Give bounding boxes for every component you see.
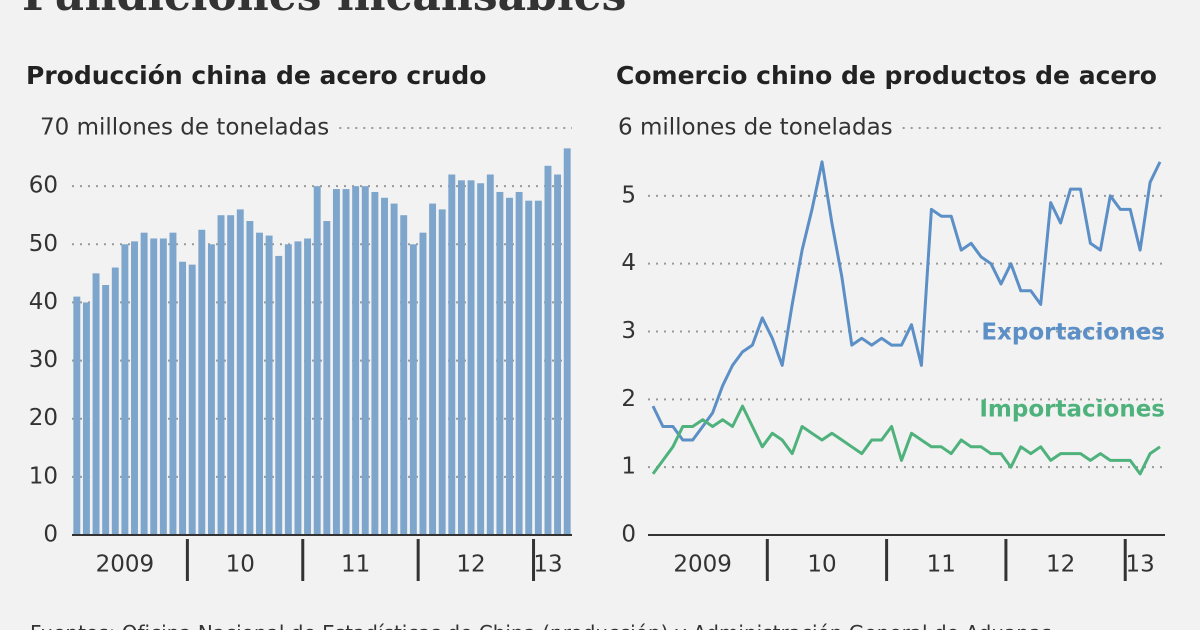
y-tick-label: 0 <box>43 522 58 548</box>
bar <box>506 197 513 535</box>
bar <box>352 186 360 535</box>
y-tick-label: 4 <box>621 250 636 276</box>
bar <box>323 221 331 535</box>
bar <box>313 186 321 535</box>
y-tick-label: 6 millones de toneladas <box>618 115 893 141</box>
page-title: Fundiciones incansables <box>22 0 626 21</box>
bar <box>265 235 273 536</box>
bar <box>448 174 456 535</box>
bar <box>150 238 158 535</box>
bar <box>486 174 494 535</box>
bar <box>92 273 100 535</box>
y-tick-label: 5 <box>621 182 636 208</box>
bar <box>217 215 225 535</box>
bar <box>429 203 437 536</box>
source-note: Fuentes: Oficina Nacional de Estadística… <box>30 621 1052 630</box>
bar <box>496 191 504 535</box>
bar <box>246 221 254 535</box>
y-tick-label: 50 <box>29 231 58 257</box>
x-tick-label: 12 <box>456 552 485 578</box>
bar <box>400 215 408 535</box>
y-tick-label: 2 <box>621 386 636 412</box>
bar <box>82 302 90 535</box>
y-tick-label: 40 <box>29 289 58 315</box>
bar <box>438 209 446 535</box>
y-tick-label: 0 <box>621 522 636 548</box>
y-tick-label: 1 <box>621 454 636 480</box>
bar <box>236 209 244 535</box>
bar <box>198 229 206 535</box>
chart-subtitle: Comercio chino de productos de acero <box>616 61 1157 90</box>
y-tick-label: 30 <box>29 347 58 373</box>
bar <box>409 244 417 536</box>
bar <box>554 174 562 535</box>
bar <box>207 244 215 536</box>
y-tick-label: 3 <box>621 318 636 344</box>
bar <box>111 267 119 535</box>
x-tick-label: 12 <box>1046 552 1075 578</box>
y-tick-label: 20 <box>29 405 58 431</box>
bar <box>102 284 110 535</box>
bar <box>563 148 571 535</box>
bar <box>342 189 350 536</box>
x-tick-label: 10 <box>807 552 836 578</box>
y-tick-label: 70 millones de toneladas <box>40 115 329 141</box>
series-label: Importaciones <box>979 397 1165 423</box>
x-tick-label: 13 <box>1126 552 1155 578</box>
bar <box>159 238 167 535</box>
y-tick-label: 60 <box>29 173 58 199</box>
bar <box>457 180 465 536</box>
bar <box>121 244 129 536</box>
bar <box>371 191 379 535</box>
bar <box>294 241 302 535</box>
bar <box>140 232 148 535</box>
x-tick-label: 2009 <box>96 552 155 578</box>
bar <box>227 215 235 535</box>
x-tick-label: 11 <box>927 552 956 578</box>
bar <box>544 165 552 536</box>
y-tick-label: 10 <box>29 463 58 489</box>
line-series <box>651 160 1162 442</box>
bar <box>477 183 485 535</box>
x-tick-label: 11 <box>341 552 370 578</box>
bar <box>419 232 427 535</box>
bar <box>534 200 542 535</box>
bar <box>390 203 398 536</box>
x-tick-label: 2009 <box>673 552 732 578</box>
line-series <box>651 404 1161 476</box>
bar <box>284 244 292 536</box>
bar <box>188 264 196 535</box>
bar <box>332 189 340 536</box>
bar <box>275 255 283 535</box>
chart-subtitle: Producción china de acero crudo <box>26 61 486 90</box>
bar <box>525 200 533 535</box>
bar <box>179 261 187 535</box>
bar <box>73 296 81 535</box>
series-label: Exportaciones <box>981 320 1165 346</box>
bar <box>131 241 138 535</box>
bar <box>256 232 263 535</box>
x-tick-label: 13 <box>533 552 562 578</box>
bar <box>515 191 523 535</box>
bar <box>467 180 475 536</box>
x-tick-label: 10 <box>226 552 255 578</box>
bar <box>361 186 369 535</box>
bar <box>304 238 312 535</box>
bar <box>169 232 177 535</box>
bar <box>381 197 388 535</box>
